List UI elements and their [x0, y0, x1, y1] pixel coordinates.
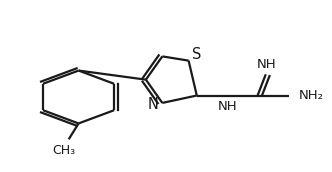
- Text: NH: NH: [257, 58, 277, 71]
- Text: N: N: [148, 97, 159, 112]
- Text: S: S: [192, 47, 202, 62]
- Text: NH₂: NH₂: [299, 89, 324, 102]
- Text: NH: NH: [218, 100, 238, 113]
- Text: CH₃: CH₃: [52, 144, 75, 157]
